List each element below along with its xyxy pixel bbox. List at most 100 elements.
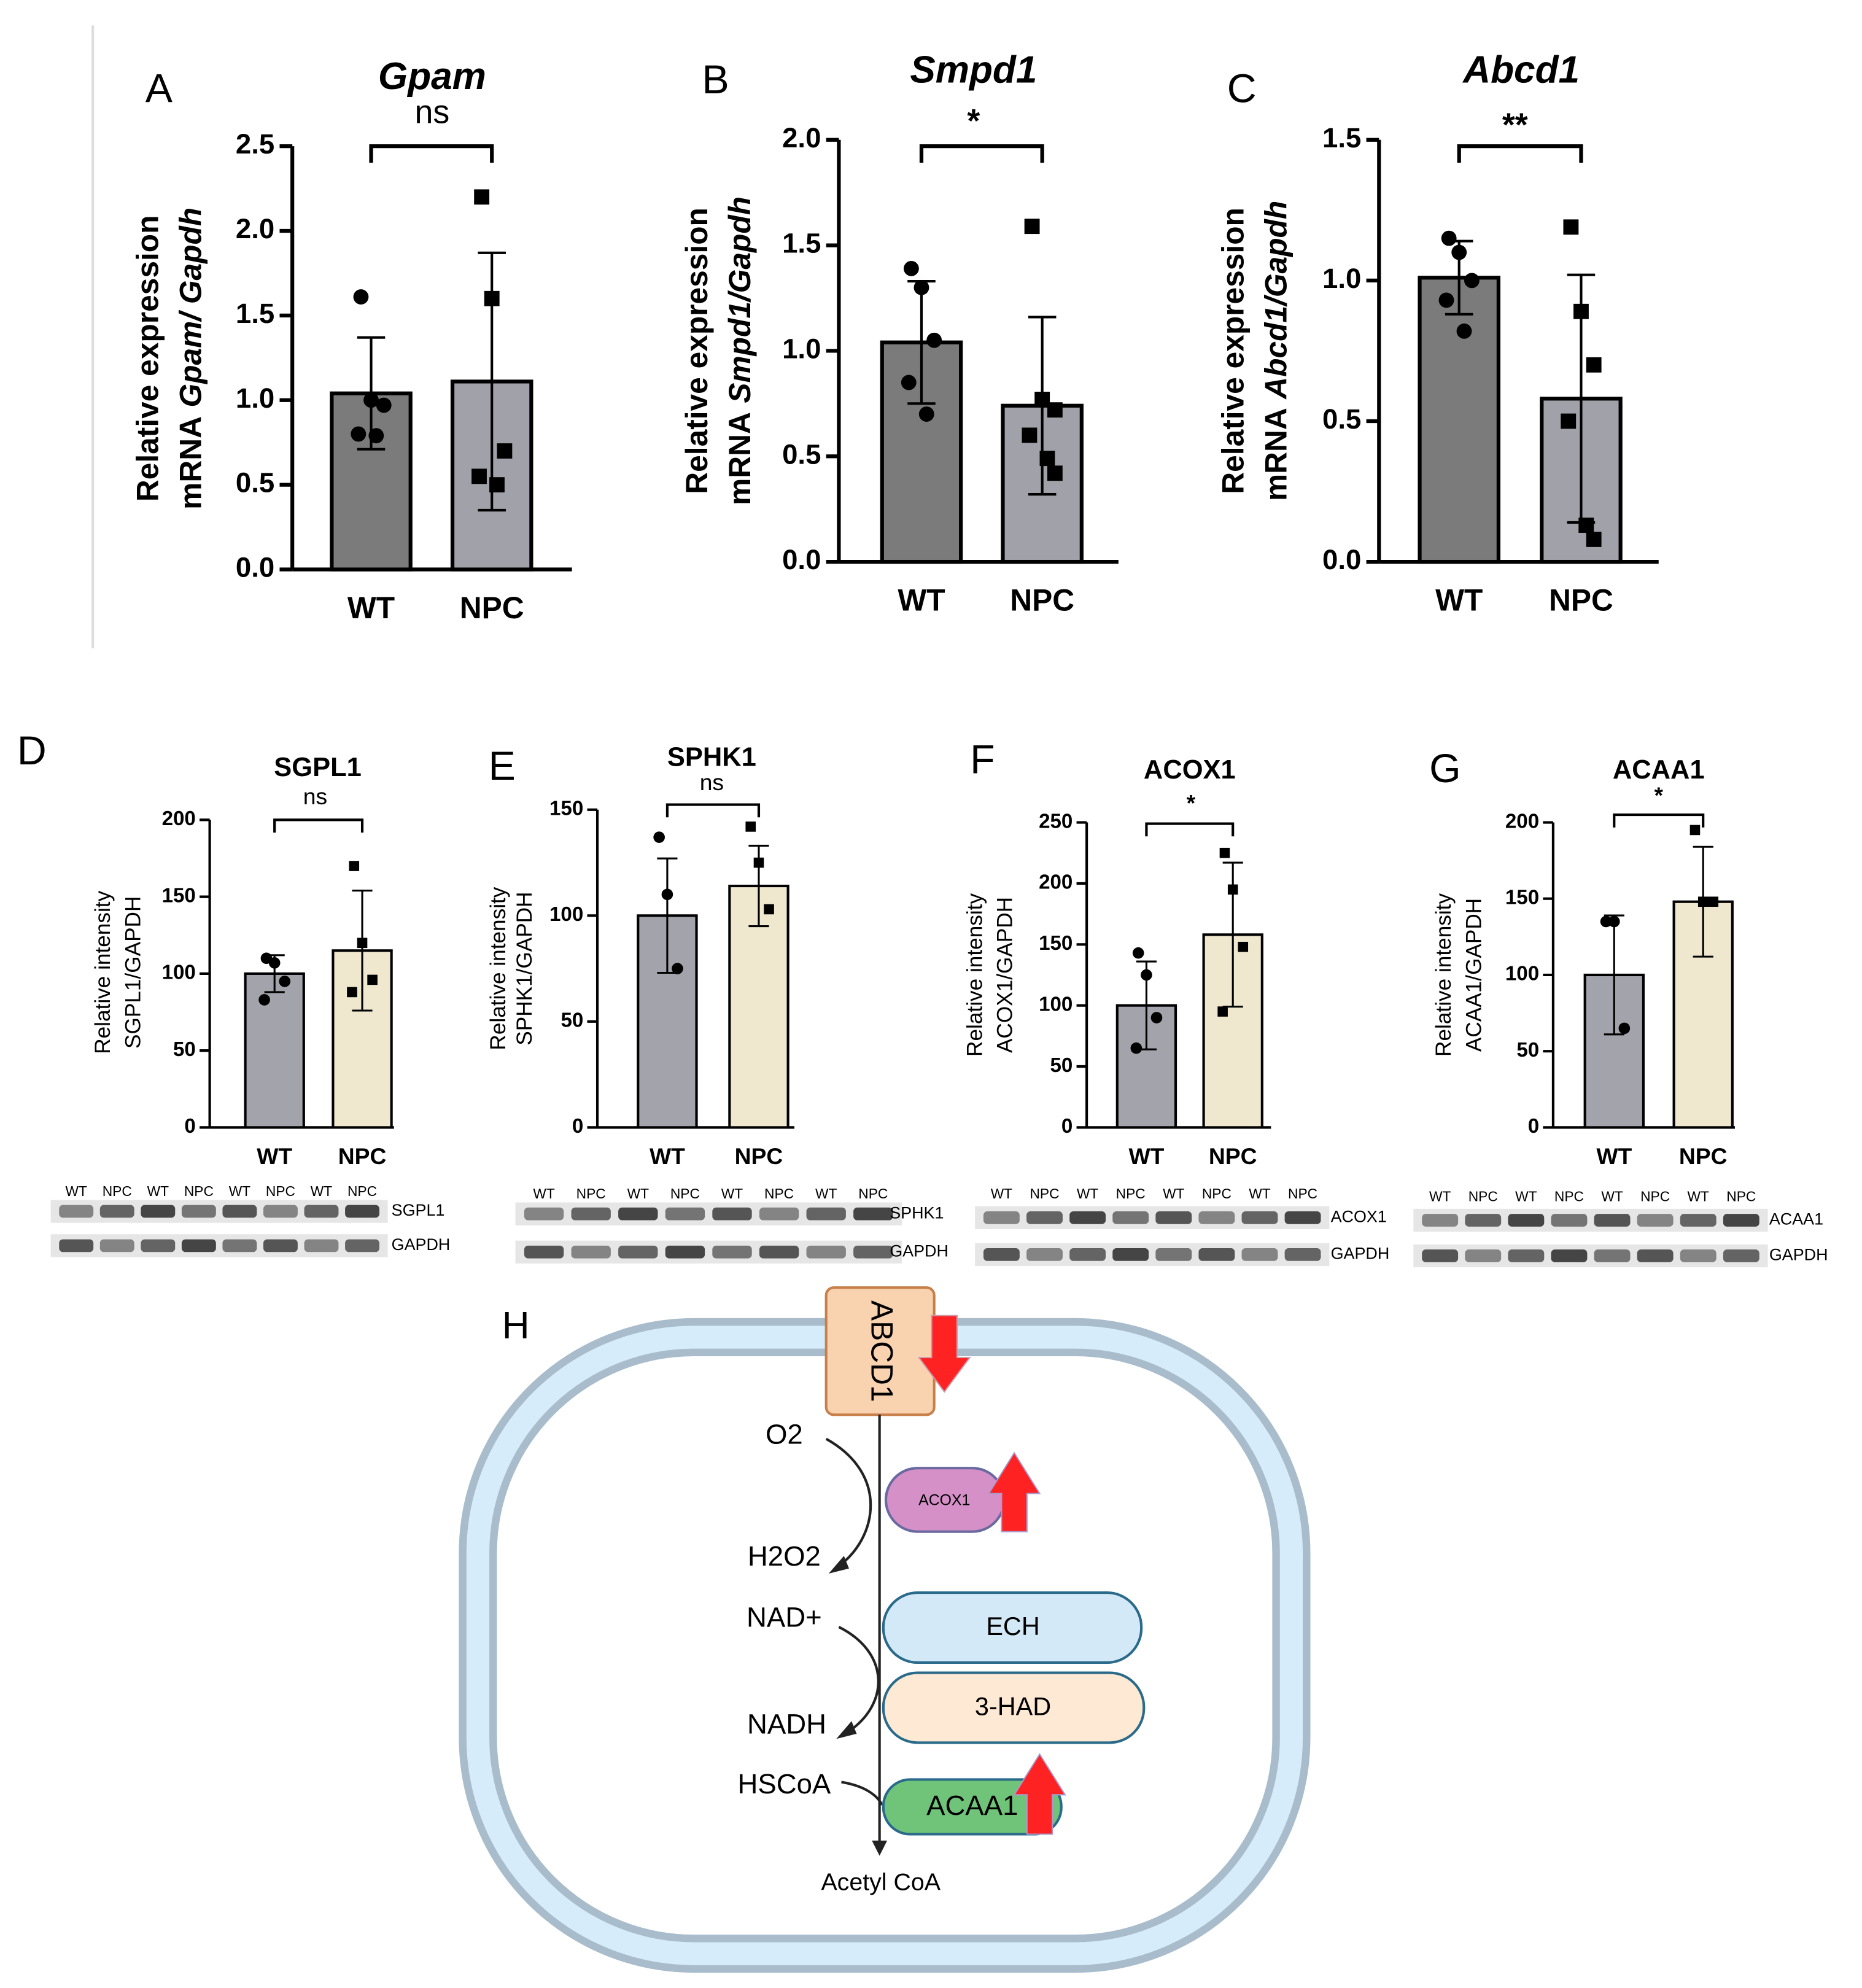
diagram-h: H ABCD1 O2 H2O2 NAD+ NADH HSCoA ACOX1 EC… [459,1286,1311,1973]
x-tick-label: WT [898,583,945,617]
blot-band [665,1207,705,1221]
blot-band [59,1239,94,1252]
blot-band [263,1239,298,1252]
lane-label: WT [1077,1186,1098,1202]
x-tick-label: WT [1128,1143,1164,1169]
curve-arrow [838,1626,880,1733]
data-point [1047,402,1063,418]
blot-band [222,1239,257,1252]
x-tick-label: NPC [1679,1143,1728,1169]
y-axis-label: SPHK1/GAPDH [513,891,537,1045]
x-tick-label: WT [347,591,395,625]
membrane-outer [459,1318,1311,1973]
data-point [1573,303,1589,319]
panel-letter: D [17,728,47,774]
y-tick-label: 1.0 [782,333,821,364]
blot-band [1508,1249,1545,1262]
blot-band [712,1207,752,1221]
error-bar [352,890,373,1012]
down-arrow [917,1314,971,1393]
y-axis-label: mRNA Gpam/ Gapdh [174,208,208,510]
data-point [901,375,917,390]
y-axis-label: Relative intensity [1432,893,1456,1057]
data-point [1438,292,1454,308]
band-label: ACOX1 [1331,1207,1387,1225]
substrate: O2 [766,1418,803,1450]
data-point [351,426,367,442]
y-tick-label: 50 [561,1009,583,1032]
product: Acetyl CoA [821,1869,941,1896]
data-point [363,392,379,408]
blot-band [983,1211,1020,1224]
y-axis-label: Relative intensity [486,887,510,1050]
data-point [1456,323,1472,339]
blot-band [345,1205,379,1218]
blot-band [806,1245,846,1259]
blot-band [1155,1211,1192,1224]
data-point [753,857,764,868]
panel-letter: C [1227,66,1257,112]
blot-band [759,1245,799,1259]
lane-label: WT [721,1186,743,1202]
arrow-head [836,1721,857,1739]
curve-arrow [825,1437,872,1567]
y-tick-label: 100 [1039,993,1073,1015]
y-axis-label: mRNA Abcd1/Gapdh [1259,201,1294,501]
bar [1418,276,1500,564]
lane-label: NPC [184,1183,214,1199]
data-point [1238,941,1249,952]
chart-panel: B Smpd1 * Relative expression mRNA Smpd1/Gapd… [680,49,1119,617]
lane-label: WT [533,1186,554,1202]
data-point [1600,915,1612,928]
band-label: GAPDH [392,1235,451,1254]
data-point [661,888,673,901]
lane-label: NPC [266,1183,295,1199]
lane-label: NPC [1288,1186,1317,1202]
chart-title: ACOX1 [1144,755,1236,785]
blot-band [1723,1249,1759,1262]
data-point [1047,465,1063,481]
blot-band [99,1239,134,1252]
y-tick-label: 0.5 [782,438,821,470]
blot-band [1594,1249,1631,1262]
error-bar [1604,914,1624,1036]
y-axis-label-part: ACOX1/GAPDH [993,897,1017,1053]
data-point [368,428,384,444]
chart-title: SGPL1 [274,753,362,782]
lane-label: NPC [1468,1188,1498,1204]
data-point [918,406,934,422]
lane-label: NPC [670,1186,700,1202]
blot-band [1241,1211,1278,1224]
y-axis-label: mRNA Smpd1/Gapdh [723,196,757,505]
chart-panel: G ACAA1*Relative intensity ACAA1/GAPDH0501… [1413,746,1828,1268]
data-point [489,477,505,493]
x-tick-label: WT [1435,583,1483,617]
up-arrow [987,1451,1041,1532]
data-point [376,397,392,413]
y-axis-label: Relative expression [130,215,165,502]
y-tick-label: 1.5 [236,298,274,329]
blot-band [853,1207,893,1221]
data-point [1586,532,1602,547]
substrate: H2O2 [748,1540,821,1572]
y-tick-label: 0 [1528,1115,1539,1138]
blot-band [1422,1214,1459,1227]
blot-band [1241,1248,1278,1261]
blot-band [1551,1214,1588,1227]
significance-bracket [919,144,1044,163]
y-axis-label: ACAA1/GAPDH [1462,898,1486,1052]
chart-title: SPHK1 [667,742,756,772]
y-axis-label-part: Gpam/ Gapdh [174,208,208,408]
data-point [1219,847,1230,858]
lane-label: WT [147,1183,169,1199]
data-point [347,987,357,998]
y-tick-label: 100 [162,961,196,984]
lane-label: NPC [347,1183,377,1199]
blot-band [1680,1249,1717,1262]
significance-bracket [1457,144,1583,163]
data-point [353,289,369,305]
data-point [1689,825,1701,836]
data-point [279,976,291,987]
blot-band [618,1245,658,1259]
